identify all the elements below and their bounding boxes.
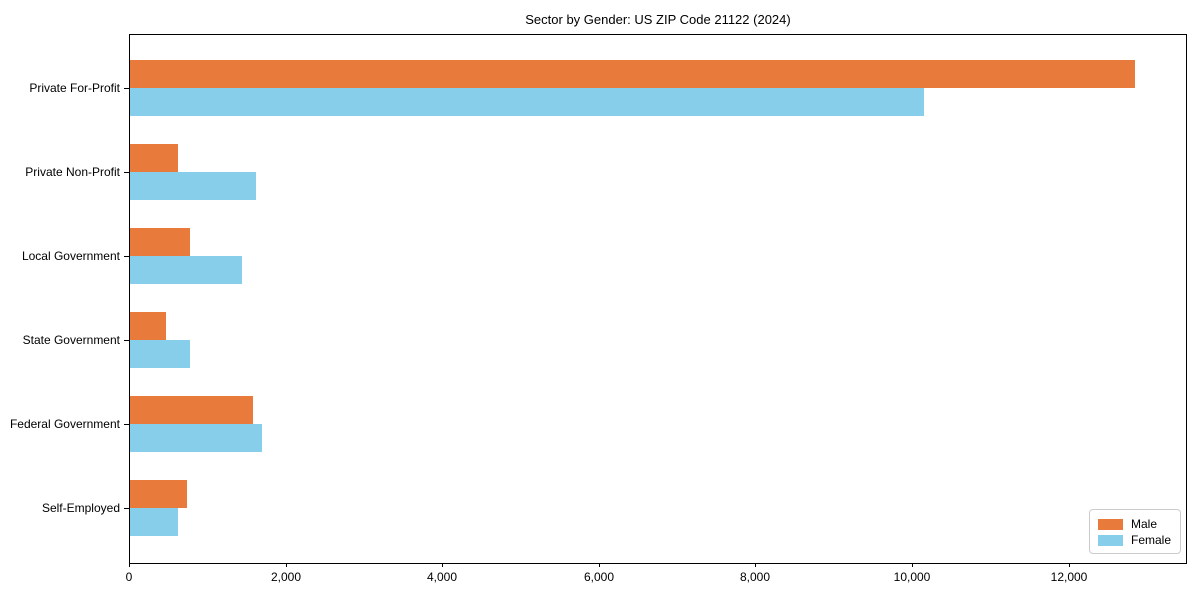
plot-area: [129, 34, 1187, 564]
bar-male-federal-government: [130, 396, 253, 424]
x-tick-mark: [442, 563, 443, 567]
legend: Male Female: [1089, 509, 1181, 554]
y-tick-label-self-employed: Self-Employed: [41, 501, 120, 515]
y-tick-label-private-non-profit: Private Non-Profit: [25, 165, 120, 179]
y-tick-label-private-for-profit: Private For-Profit: [29, 81, 120, 95]
x-tick-label-0: 0: [125, 570, 133, 584]
x-tick-label-12000: 12,000: [1050, 570, 1088, 584]
bar-female-federal-government: [130, 424, 262, 452]
x-tick-label-8000: 8,000: [739, 570, 771, 584]
x-tick-label-2000: 2,000: [270, 570, 302, 584]
bar-male-state-government: [130, 312, 166, 340]
y-tick-mark: [124, 340, 129, 341]
x-tick-mark: [286, 563, 287, 567]
bar-male-self-employed: [130, 480, 187, 508]
bar-female-self-employed: [130, 508, 178, 536]
bar-male-private-non-profit: [130, 144, 178, 172]
x-tick-mark: [129, 563, 130, 567]
y-tick-mark: [124, 424, 129, 425]
y-tick-mark: [124, 88, 129, 89]
x-tick-mark: [599, 563, 600, 567]
legend-item-male: Male: [1098, 516, 1172, 532]
y-tick-label-state-government: State Government: [22, 333, 120, 347]
y-tick-label-federal-government: Federal Government: [9, 417, 120, 431]
male-legend-swatch: [1098, 518, 1123, 530]
bar-male-private-for-profit: [130, 60, 1135, 88]
legend-item-female: Female: [1098, 532, 1172, 548]
female-legend-swatch: [1098, 534, 1123, 546]
bar-female-local-government: [130, 256, 242, 284]
male-legend-label: Male: [1131, 517, 1158, 531]
bar-female-state-government: [130, 340, 190, 368]
x-tick-mark: [912, 563, 913, 567]
y-tick-mark: [124, 256, 129, 257]
y-tick-mark: [124, 172, 129, 173]
bar-male-local-government: [130, 228, 190, 256]
x-tick-label-6000: 6,000: [583, 570, 615, 584]
female-legend-label: Female: [1131, 533, 1172, 547]
x-tick-label-4000: 4,000: [426, 570, 458, 584]
y-tick-label-local-government: Local Government: [21, 249, 120, 263]
chart-title: Sector by Gender: US ZIP Code 21122 (202…: [525, 12, 791, 27]
x-tick-mark: [1069, 563, 1070, 567]
x-tick-label-10000: 10,000: [893, 570, 931, 584]
y-tick-mark: [124, 508, 129, 509]
x-tick-mark: [755, 563, 756, 567]
bar-female-private-for-profit: [130, 88, 924, 116]
bar-female-private-non-profit: [130, 172, 256, 200]
